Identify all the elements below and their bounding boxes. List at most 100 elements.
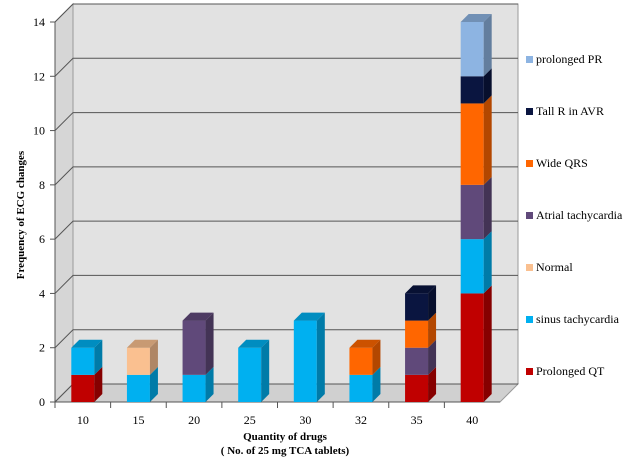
legend-entry: Normal: [526, 260, 573, 274]
x-tick-label: 25: [244, 413, 256, 427]
bar-segment: [71, 366, 103, 402]
bar-segment: [71, 339, 103, 375]
bar-side: [316, 312, 325, 402]
bar-side: [94, 339, 103, 375]
bar-segment: [126, 339, 158, 375]
legend-swatch: [526, 368, 533, 375]
x-tick-label: 20: [188, 413, 200, 427]
bar-segment: [460, 14, 492, 77]
gridline: [54, 274, 518, 294]
bar-side: [149, 339, 158, 375]
bar-face: [126, 347, 150, 375]
bar-face: [349, 374, 373, 402]
y-tick-label: 0: [39, 395, 45, 409]
gridline: [54, 166, 518, 186]
gridline: [54, 112, 518, 131]
bar-face: [460, 22, 484, 77]
bar-segment: [405, 285, 437, 321]
legend-swatch: [526, 316, 533, 323]
bar-side: [205, 366, 214, 402]
legend-swatch: [526, 160, 533, 167]
bar-segment: [405, 339, 437, 375]
legend-label: Normal: [536, 260, 573, 274]
y-tick-label: 6: [39, 232, 45, 246]
bar-top: [460, 14, 492, 22]
bar-face: [460, 293, 484, 402]
legend-label: prolonged PR: [536, 52, 602, 66]
bar-segment: [182, 312, 214, 375]
x-tick-label: 15: [132, 413, 144, 427]
x-tick-label: 32: [355, 413, 367, 427]
floor: [53, 383, 520, 403]
y-tick-labels: 0 2 4 6 8 10 12 14: [33, 15, 45, 409]
bar-side: [428, 339, 437, 375]
bar-segment: [349, 366, 381, 402]
bar-segment: [349, 339, 381, 375]
gridline: [54, 3, 518, 23]
legend-entry: sinus tachycardia: [526, 312, 620, 326]
bar-face: [71, 347, 95, 375]
bar-face: [460, 184, 484, 240]
bar-side: [372, 366, 381, 402]
bar-side: [94, 366, 103, 402]
bar-side: [205, 312, 214, 375]
x-axis-title-line2: ( No. of 25 mg TCA tablets): [221, 445, 350, 457]
bar-segment: [238, 339, 270, 402]
y-tick-label: 14: [33, 15, 45, 29]
bar-segment: [460, 231, 492, 294]
legend-entry: Atrial tachycardia: [526, 208, 623, 222]
bar-face: [405, 374, 429, 402]
bar-top: [405, 285, 437, 294]
y-tick-label: 10: [33, 124, 45, 138]
bar-face: [405, 293, 429, 321]
bar-side: [428, 366, 437, 402]
x-tick-label: 30: [299, 413, 311, 427]
legend-swatch: [526, 108, 533, 115]
bar-side: [428, 285, 437, 321]
bar-face: [71, 374, 95, 402]
bar-segment: [405, 366, 437, 402]
bar-top: [238, 339, 270, 348]
bar-top: [71, 339, 103, 348]
bar-segment: [460, 176, 492, 240]
legend-label: sinus tachycardia: [536, 312, 620, 326]
bar-side: [483, 176, 492, 240]
legend-label: Atrial tachycardia: [536, 208, 623, 222]
legend-entry: Prolonged QT: [526, 364, 605, 378]
bar-top: [293, 312, 325, 321]
bar-side: [483, 14, 492, 77]
bar-side: [372, 339, 381, 375]
bar-face: [460, 239, 484, 294]
legend-entry: Tall R in AVR: [526, 104, 604, 118]
y-tick-label: 4: [39, 286, 45, 300]
bar-top: [349, 339, 381, 348]
bar-face: [238, 347, 262, 402]
y-tick-label: 12: [33, 69, 45, 83]
bar-side: [149, 366, 158, 402]
bar-side: [483, 68, 492, 104]
bar-face: [182, 374, 206, 402]
legend-swatch: [526, 56, 533, 63]
bar-face: [405, 320, 429, 348]
bar-top: [182, 312, 214, 321]
gridline: [54, 329, 518, 349]
y-tick-label: 2: [39, 341, 45, 355]
bar-side: [428, 312, 437, 348]
bar-side: [483, 231, 492, 294]
bar-face: [126, 374, 150, 402]
legend: prolonged PR Tall R in AVR Wide QRS Atrial …: [526, 52, 623, 378]
x-tick-label: 40: [466, 413, 478, 427]
bar-segment: [460, 95, 492, 185]
chart-walls: [53, 2, 520, 404]
bar-face: [293, 320, 317, 402]
bar-segment: [182, 366, 214, 402]
gridline: [54, 220, 518, 240]
bar-face: [349, 347, 373, 375]
y-axis-title: Frequency of ECG changes: [15, 150, 27, 279]
bar-segment: [405, 312, 437, 348]
bar-segment: [293, 312, 325, 402]
legend-swatch: [526, 264, 533, 271]
gridlines: [50, 3, 518, 408]
y-tick-label: 8: [39, 178, 45, 192]
